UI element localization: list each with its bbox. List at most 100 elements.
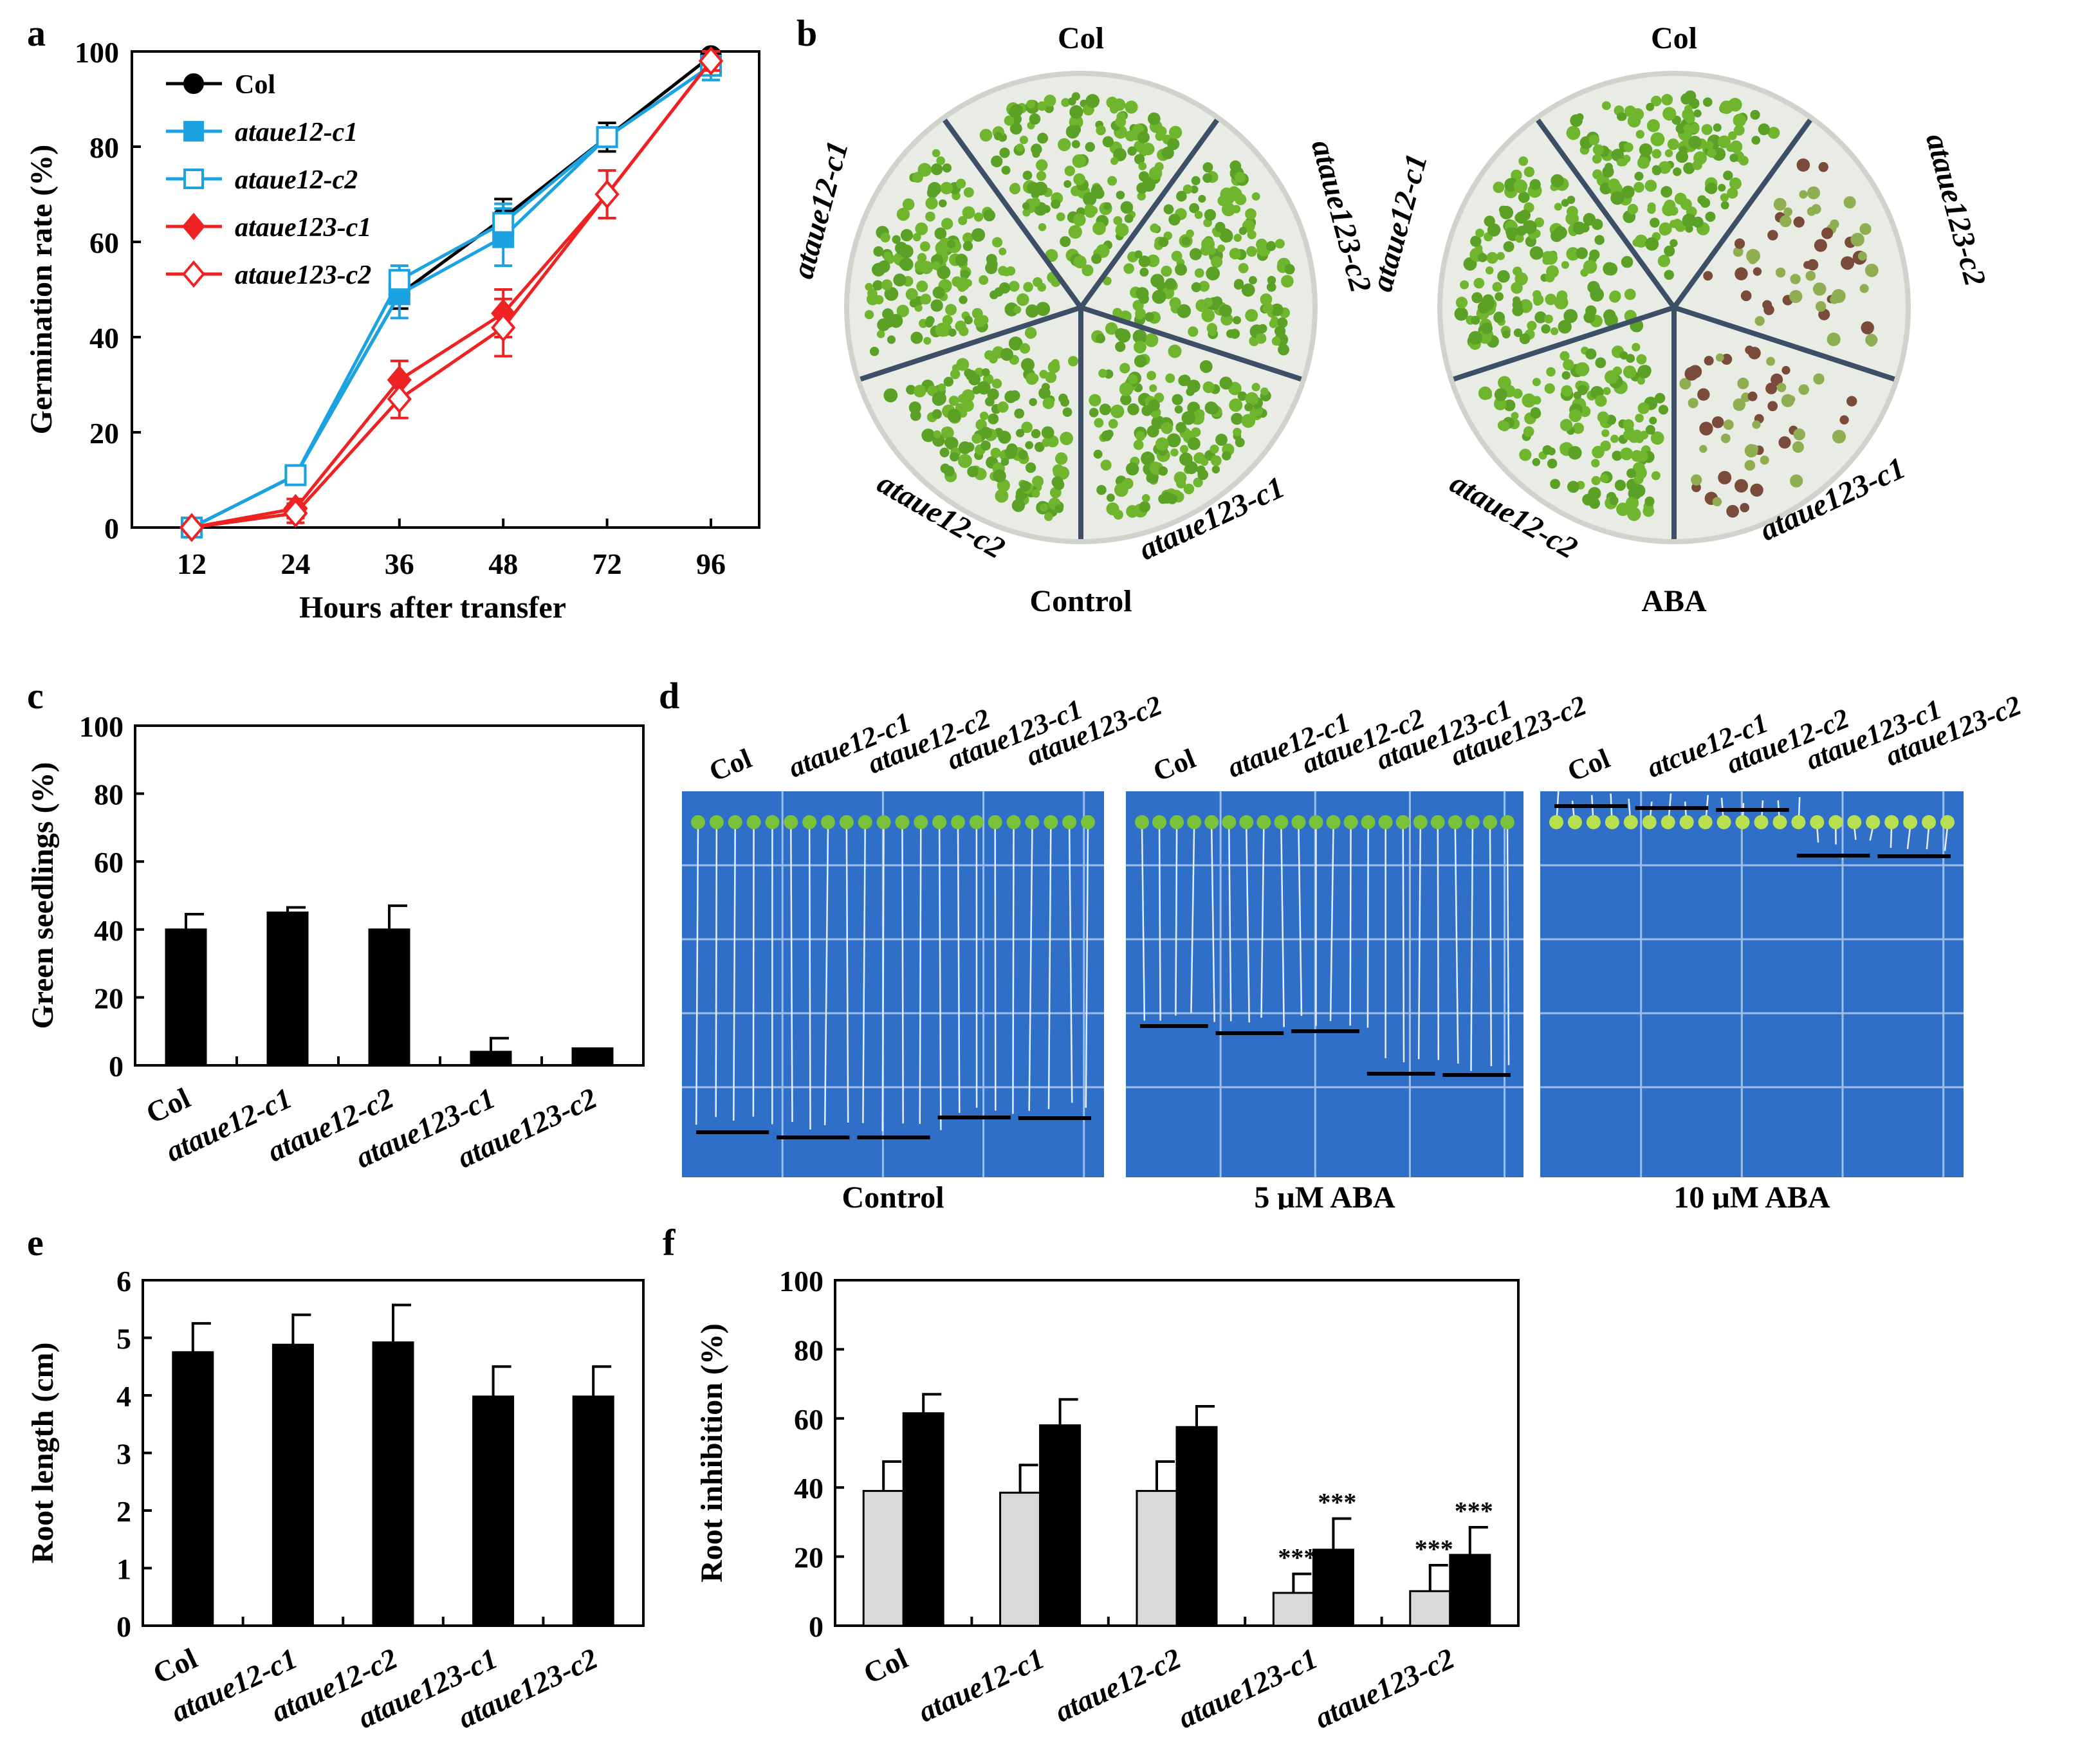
seedling (1558, 320, 1572, 334)
seedling (1679, 378, 1691, 390)
petri-plates-photo: Col ataue12-c1 ataue123-c2 ataue12-c2 at… (791, 21, 1993, 618)
seedling (1465, 815, 1480, 829)
seedling (1067, 356, 1079, 367)
seedling (1545, 293, 1557, 306)
seedling (1775, 267, 1786, 278)
seedling (1037, 133, 1049, 144)
seedling (1547, 447, 1556, 455)
root (1489, 826, 1493, 1067)
seedling (1675, 123, 1686, 134)
seedling (1847, 815, 1862, 829)
root (1190, 826, 1195, 1013)
seedling (1534, 217, 1545, 228)
seedling (1658, 405, 1669, 415)
seedling (1220, 187, 1234, 201)
seedling (921, 428, 935, 443)
seedling (1034, 442, 1045, 452)
seedling (1008, 280, 1020, 292)
x-tick-label: Col (148, 1642, 202, 1690)
seedling (1729, 153, 1738, 163)
seedling (1219, 376, 1233, 390)
seedling (945, 304, 957, 316)
seedling (691, 815, 705, 829)
seedling (1019, 343, 1031, 354)
seedling (1592, 219, 1603, 230)
seedling (1627, 507, 1641, 521)
seedling (1217, 244, 1226, 253)
seedling (1062, 815, 1077, 829)
seedling (1170, 815, 1184, 829)
seedling (1120, 201, 1134, 214)
data-point (183, 121, 204, 142)
seedling (1186, 387, 1195, 396)
seedling (1807, 207, 1816, 216)
seedling (1208, 246, 1217, 255)
plate-control-caption: Control (1029, 584, 1132, 618)
seedling (1133, 439, 1144, 450)
seedling (1590, 288, 1605, 302)
seedling (1158, 237, 1169, 248)
seedling (1119, 363, 1130, 374)
seedling (1193, 477, 1203, 488)
seedling (1637, 156, 1650, 169)
seedling (1632, 238, 1641, 247)
seedling (1803, 261, 1812, 270)
sector-divider-line (860, 305, 1082, 382)
seedling (1184, 461, 1198, 474)
seedling (1361, 815, 1376, 829)
seedling (1636, 354, 1647, 365)
seedling (1639, 143, 1653, 157)
y-tick-label: 80 (94, 778, 124, 811)
data-point (387, 384, 412, 414)
seedling (930, 163, 943, 176)
seedling (1125, 462, 1139, 476)
seedling (1029, 398, 1037, 407)
seedling (1146, 254, 1160, 268)
root (957, 826, 961, 1113)
x-tick-label: ataue123-c1 (1173, 1642, 1322, 1734)
legend-label: ataue12-c2 (235, 165, 358, 195)
seedling (1276, 317, 1288, 328)
data-point (283, 499, 308, 528)
seedling (1815, 301, 1827, 312)
seedling (946, 239, 955, 248)
root (1246, 826, 1250, 1023)
seedling (973, 212, 984, 222)
seedling (1652, 149, 1662, 159)
seedling (1126, 505, 1139, 518)
plate-control-label-col: Col (1058, 21, 1104, 55)
seedling (1468, 331, 1482, 345)
seedling (1093, 450, 1103, 459)
seedling (1750, 483, 1763, 497)
seedling (1124, 214, 1134, 223)
seedling (1262, 302, 1274, 314)
seedling (979, 275, 989, 285)
seedling (1729, 177, 1742, 190)
seedling (1460, 280, 1469, 289)
root (1944, 826, 1949, 851)
seedling (1624, 288, 1636, 300)
seedling (1495, 292, 1504, 301)
legend-label: Col (235, 70, 275, 100)
seedling (1016, 428, 1025, 437)
seedling (971, 228, 986, 242)
seedling (1169, 297, 1181, 309)
seedling (1729, 140, 1743, 153)
seedling (1031, 197, 1040, 207)
seedling (1814, 239, 1827, 252)
seedling (1772, 815, 1787, 829)
seedling (1790, 273, 1801, 284)
seedling (1068, 225, 1082, 239)
sector-divider-line (1536, 118, 1677, 309)
root (1926, 826, 1930, 850)
seedling (1098, 369, 1108, 378)
seedling (1684, 367, 1698, 381)
root (1280, 826, 1285, 1027)
seedling (1042, 437, 1051, 447)
y-tick-label: 0 (116, 1610, 131, 1643)
seedling (1152, 815, 1167, 829)
seedling (1189, 203, 1199, 214)
seedling (1713, 123, 1722, 132)
root-plate-genotype-label: Col (704, 742, 756, 787)
